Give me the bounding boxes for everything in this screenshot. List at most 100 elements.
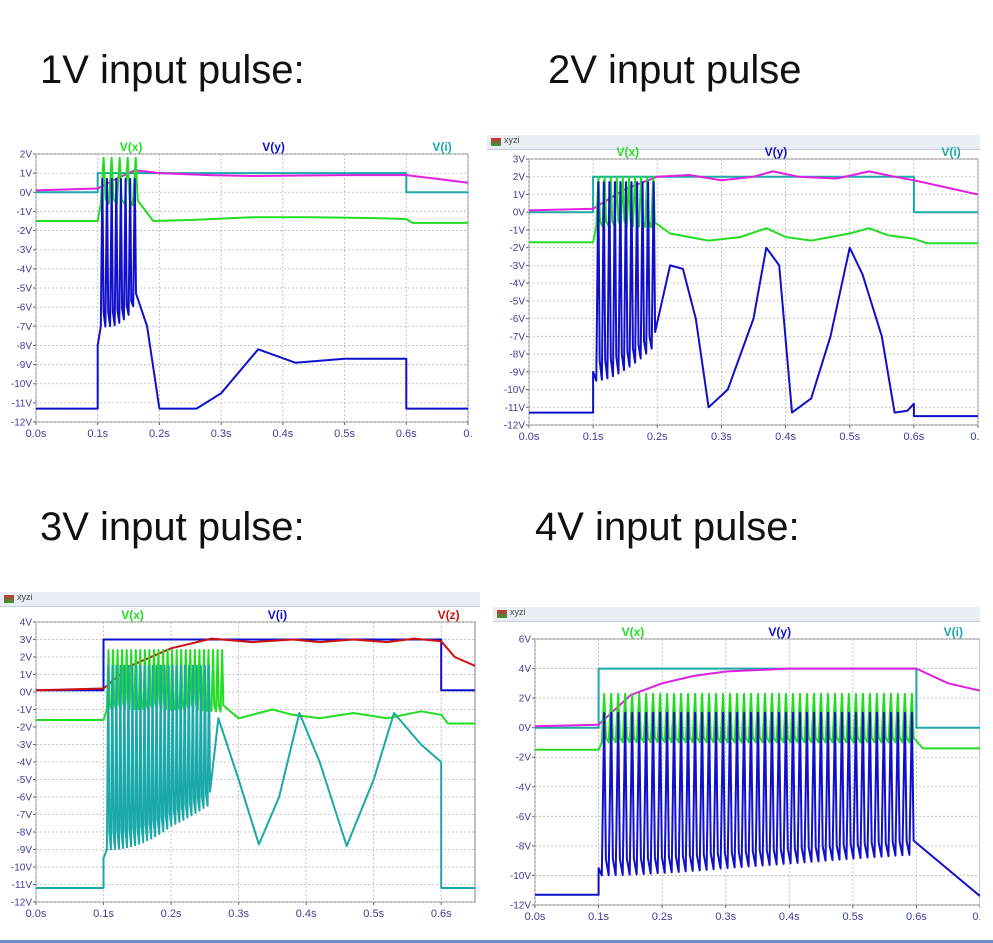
waveform-icon (491, 138, 501, 146)
series-line-vx (535, 692, 980, 751)
x-tick-label: 0.5s (842, 911, 863, 923)
y-tick-label: -12V (11, 418, 32, 429)
x-tick-label: 0.6s (903, 431, 924, 443)
y-tick-label: -4V (16, 264, 32, 275)
series-group (36, 637, 475, 889)
y-tick-label: 4V (20, 618, 33, 629)
y-tick-label: -10V (11, 379, 32, 390)
window-tab-label: xyzi (17, 592, 33, 602)
y-tick-label: -2V (515, 753, 531, 764)
legend-label: V(i) (268, 608, 287, 622)
y-tick-label: -12V (510, 901, 531, 912)
bottom-border (0, 940, 993, 943)
y-tick-label: -8V (16, 341, 32, 352)
x-tick-label: 0.3s (711, 431, 732, 443)
x-tick-label: 0.6s (431, 908, 452, 920)
y-tick-label: -9V (16, 360, 32, 371)
legend-label: V(y) (262, 140, 285, 154)
x-tick-label: 0.4s (272, 428, 293, 440)
x-tick-label: 0.1s (93, 908, 114, 920)
legend-label: V(i) (941, 145, 960, 159)
y-tick-label: -4V (16, 758, 32, 769)
x-tick-label: 0.5s (363, 908, 384, 920)
x-tick-label: 0.1s (87, 428, 108, 440)
series-line-vy (36, 177, 468, 410)
legend-label: V(x) (616, 145, 639, 159)
y-tick-label: 0V (20, 188, 33, 199)
series-line-vx (36, 649, 475, 725)
series-line-vi (36, 172, 468, 194)
y-tick-label: -1V (509, 225, 525, 236)
y-tick-label: -7V (509, 332, 525, 343)
chart-4-heading: 4V input pulse: (535, 505, 800, 549)
y-tick-label: 0V (513, 208, 526, 219)
chart-svg: 4V 3V 2V 1V 0V -1V -2V -3V -4V -5V -6V -7V -8V -9V -10… (11, 608, 476, 920)
x-tick-label: 0.3s (715, 911, 736, 923)
window-titlebar[interactable]: xyzi (0, 592, 480, 607)
legend-label: V(y) (765, 145, 788, 159)
legend-label: V(z) (438, 608, 460, 622)
x-tick-label: 0.2s (652, 911, 673, 923)
legend-label: V(i) (944, 625, 963, 639)
x-tick-label: 0.0s (525, 911, 546, 923)
y-tick-label: 4V (519, 664, 532, 675)
y-tick-label: -6V (16, 303, 32, 314)
series-line-vx (36, 156, 468, 224)
y-tick-label: -8V (509, 350, 525, 361)
window-titlebar[interactable]: xyzi (493, 607, 980, 622)
y-tick-label: -6V (515, 812, 531, 823)
x-tick-label: 0.7 (970, 431, 980, 443)
x-tick-label: 0.2s (149, 428, 170, 440)
y-tick-label: -12V (504, 421, 525, 432)
y-tick-label: -12V (11, 898, 32, 909)
y-tick-label: 3V (20, 635, 33, 646)
series-line-vi (36, 638, 475, 692)
x-tick-label: 0.4s (775, 431, 796, 443)
series-line-trace1 (535, 667, 980, 728)
y-tick-label: -11V (12, 880, 33, 891)
series-group (535, 667, 980, 897)
chart-panel-4v: xyzi 6V 4V 2V 0V -2V -4V -6V -8V -10V -12V 0.0s 0.1… (493, 597, 980, 937)
y-tick-label: -5V (16, 775, 32, 786)
series-line-vz (36, 637, 475, 692)
y-tick-label: -4V (515, 782, 531, 793)
x-tick-label: 0.3s (228, 908, 249, 920)
y-tick-label: -2V (16, 226, 32, 237)
legend-label: V(x) (121, 608, 144, 622)
x-tick-label: 0.6s (396, 428, 417, 440)
chart-1-heading: 1V input pulse: (40, 48, 305, 92)
y-tick-label: -1V (16, 207, 32, 218)
y-tick-label: -2V (16, 723, 32, 734)
y-tick-label: 3V (513, 155, 526, 166)
series-line-trace3 (36, 664, 475, 889)
series-line-vy (535, 711, 980, 897)
x-tick-label: 0.0s (519, 431, 540, 443)
y-tick-label: -8V (515, 841, 531, 852)
waveform-icon (497, 610, 507, 618)
x-tick-label: 0.3s (211, 428, 232, 440)
series-group (529, 170, 978, 418)
series-line-vi (535, 667, 980, 729)
chart-svg: 2V 1V 0V -1V -2V -3V -4V -5V -6V -7V -8V -9V -10V -11… (11, 140, 473, 440)
y-tick-label: -2V (509, 243, 525, 254)
y-tick-label: 6V (519, 635, 532, 646)
y-tick-label: -3V (509, 261, 525, 272)
y-tick-label: -6V (16, 793, 32, 804)
y-tick-label: -1V (16, 705, 32, 716)
waveform-icon (4, 595, 14, 603)
y-tick-label: -6V (509, 314, 525, 325)
y-tick-label: -3V (16, 740, 32, 751)
x-tick-label: 0.0s (26, 908, 47, 920)
x-tick-label: 0.5s (839, 431, 860, 443)
y-tick-label: -9V (509, 367, 525, 378)
y-tick-label: 2V (513, 172, 526, 183)
y-tick-label: -7V (16, 322, 32, 333)
window-tab-label: xyzi (504, 135, 520, 145)
series-group (36, 156, 468, 410)
window-titlebar[interactable]: xyzi (487, 135, 980, 150)
y-tick-label: 2V (20, 653, 33, 664)
x-tick-label: 0.2s (647, 431, 668, 443)
y-tick-label: -10V (504, 385, 525, 396)
chart-2-heading: 2V input pulse (548, 48, 802, 92)
